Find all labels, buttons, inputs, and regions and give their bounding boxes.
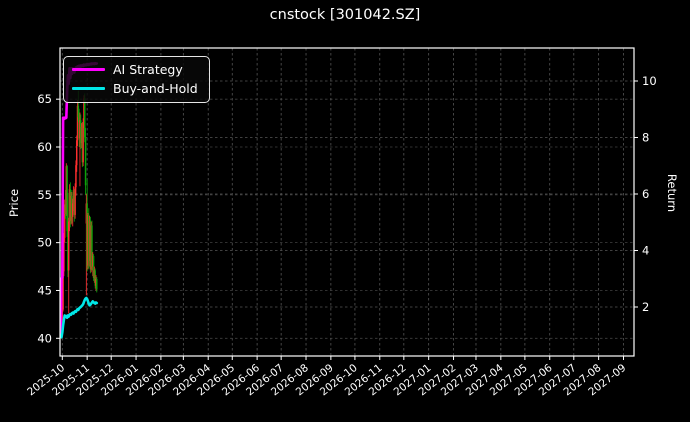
svg-text:65: 65 — [37, 92, 52, 106]
svg-text:2: 2 — [642, 300, 649, 314]
svg-text:40: 40 — [37, 331, 52, 345]
candlesticks — [60, 90, 98, 339]
series-line-buy-and-hold — [60, 296, 99, 339]
svg-text:60: 60 — [37, 140, 52, 154]
svg-text:4: 4 — [642, 244, 649, 258]
legend: AI Strategy Buy-and-Hold — [63, 56, 210, 103]
chart-title: cnstock [301042.SZ] — [269, 7, 421, 23]
svg-text:50: 50 — [37, 236, 52, 250]
legend-label-ai-strategy: AI Strategy — [113, 62, 183, 77]
buy-and-hold-line-swatch — [72, 87, 105, 90]
ai-strategy-line-swatch — [72, 68, 105, 71]
svg-text:55: 55 — [37, 188, 52, 202]
svg-text:6: 6 — [642, 187, 649, 201]
legend-item-ai-strategy: AI Strategy — [72, 62, 198, 77]
return-axis-label: Return — [665, 173, 679, 213]
price-axis-label: Price — [7, 188, 21, 218]
axis-ticks-and-labels: 4045505560652468102025-102025-112025-122… — [25, 74, 656, 398]
svg-text:10: 10 — [642, 74, 657, 88]
plot-border — [59, 47, 635, 357]
legend-item-buy-and-hold: Buy-and-Hold — [72, 81, 198, 96]
svg-text:45: 45 — [37, 283, 52, 297]
legend-label-buy-and-hold: Buy-and-Hold — [113, 81, 198, 96]
svg-text:8: 8 — [642, 131, 649, 145]
